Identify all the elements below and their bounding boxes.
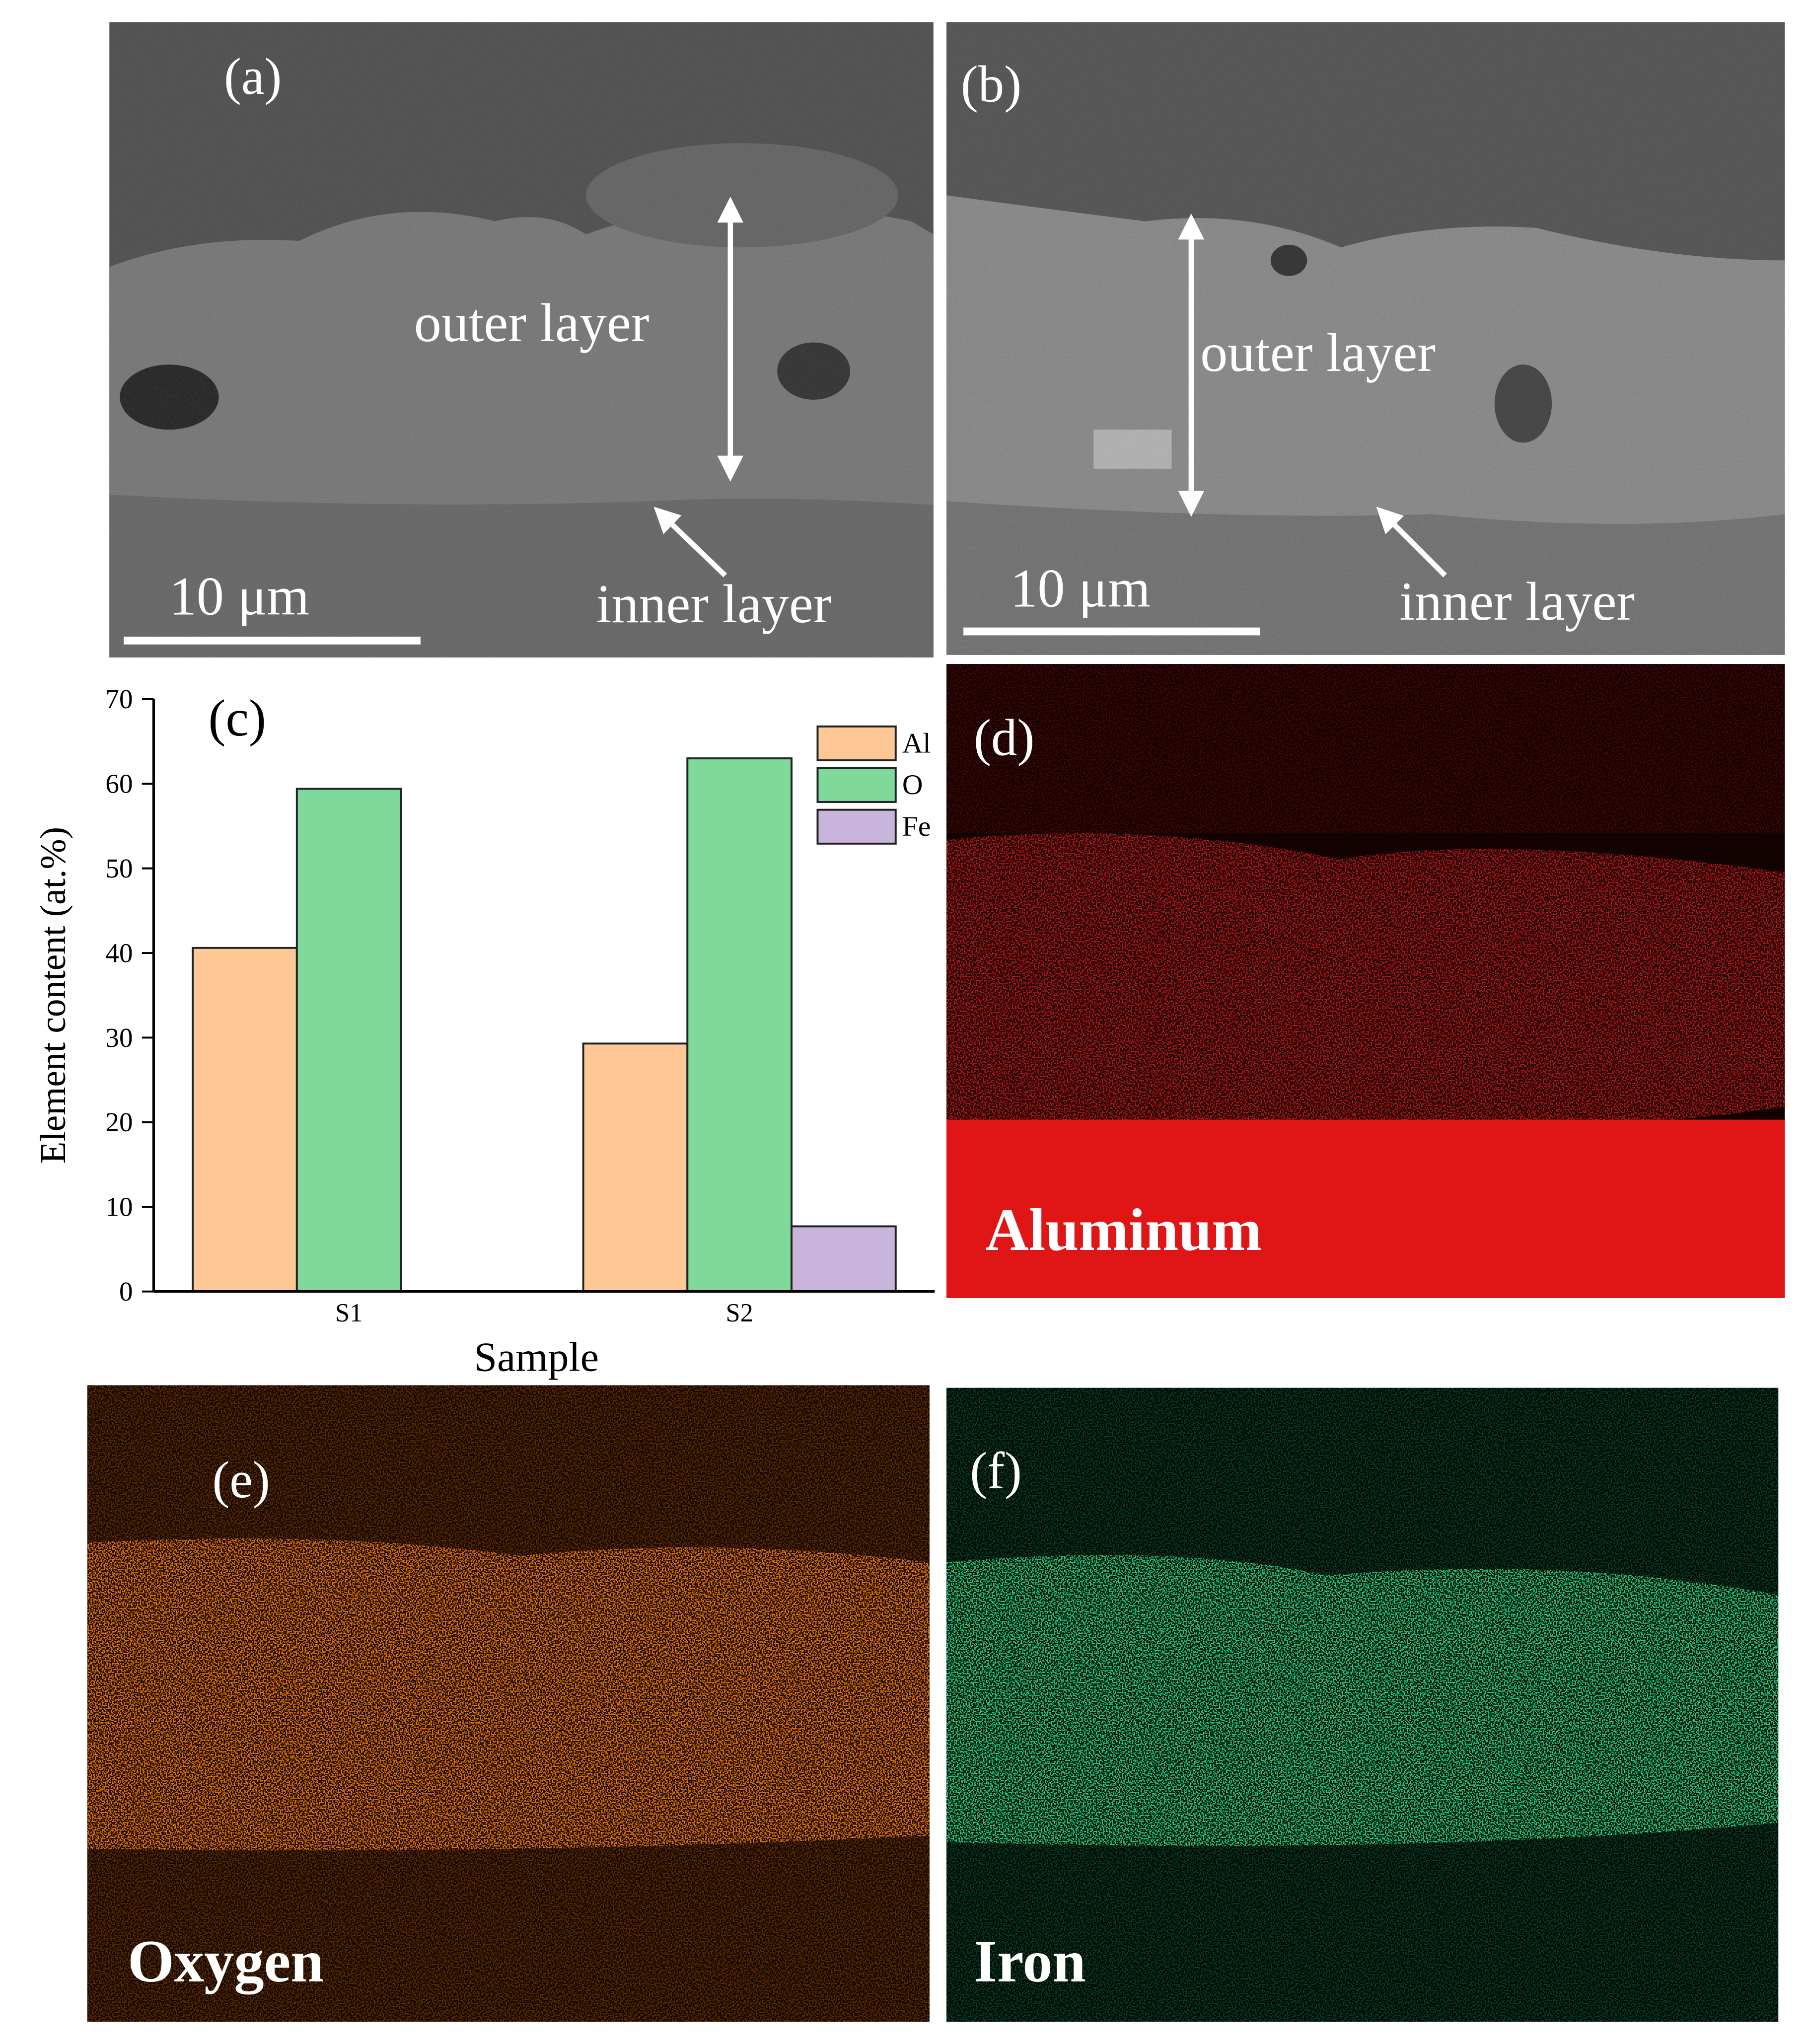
legend-label: Al bbox=[902, 728, 931, 759]
bar bbox=[686, 757, 793, 1293]
panel-c: (c) 0 10 20 30 40 50 60 70 Element content (at.%)… bbox=[33, 684, 935, 1381]
y-tick-label: 70 bbox=[105, 684, 133, 714]
y-tick-label: 10 bbox=[105, 1192, 133, 1222]
panel-e: (e) Oxygen bbox=[87, 1385, 930, 2022]
bar bbox=[791, 1225, 897, 1293]
legend-swatch bbox=[816, 808, 897, 845]
annotation: outer layer bbox=[1200, 322, 1436, 383]
annotation: inner layer bbox=[596, 574, 832, 634]
y-tick-label: 40 bbox=[105, 938, 133, 968]
element-label: Iron bbox=[974, 1929, 1086, 1995]
panel-label: (e) bbox=[212, 1451, 270, 1509]
legend-swatch bbox=[816, 767, 897, 803]
bar bbox=[295, 788, 402, 1293]
scale-bar-label: 10 μm bbox=[169, 566, 309, 626]
panel-label: (b) bbox=[961, 55, 1021, 113]
panel-f: (f) Iron bbox=[946, 1387, 1779, 2022]
scale-bar-label: 10 μm bbox=[1010, 558, 1150, 619]
y-tick-label: 0 bbox=[119, 1276, 133, 1307]
legend-label: O bbox=[902, 769, 923, 801]
annotation: outer layer bbox=[414, 292, 650, 353]
y-tick-label: 50 bbox=[105, 853, 133, 883]
panel-d: (d) Aluminum bbox=[946, 664, 1785, 1298]
panel-b: (b) outer layer inner layer 10 μm bbox=[946, 22, 1785, 655]
annotation: inner layer bbox=[1399, 571, 1635, 632]
y-tick-label: 30 bbox=[105, 1022, 133, 1053]
x-tick-label: S1 bbox=[335, 1299, 362, 1327]
y-tick-label: 60 bbox=[105, 769, 133, 799]
legend-swatch bbox=[816, 725, 897, 762]
legend-label: Fe bbox=[902, 811, 931, 842]
x-axis-label: Sample bbox=[474, 1334, 599, 1381]
element-label: Oxygen bbox=[128, 1929, 324, 1995]
pointer-arrow bbox=[1376, 507, 1447, 578]
panel-label: (d) bbox=[974, 709, 1034, 767]
y-axis-label: Element content (at.%) bbox=[33, 827, 73, 1164]
element-label: Aluminum bbox=[986, 1197, 1262, 1263]
panel-label: (f) bbox=[970, 1442, 1022, 1500]
pointer-arrow bbox=[653, 507, 727, 578]
bar bbox=[582, 1042, 689, 1293]
y-tick-label: 20 bbox=[105, 1107, 133, 1137]
panel-label: (c) bbox=[209, 689, 266, 747]
panel-label: (a) bbox=[224, 48, 282, 105]
bar bbox=[192, 947, 298, 1293]
x-tick-label: S2 bbox=[725, 1299, 753, 1327]
panel-a: (a) outer layer inner layer 10 μm bbox=[109, 22, 934, 657]
